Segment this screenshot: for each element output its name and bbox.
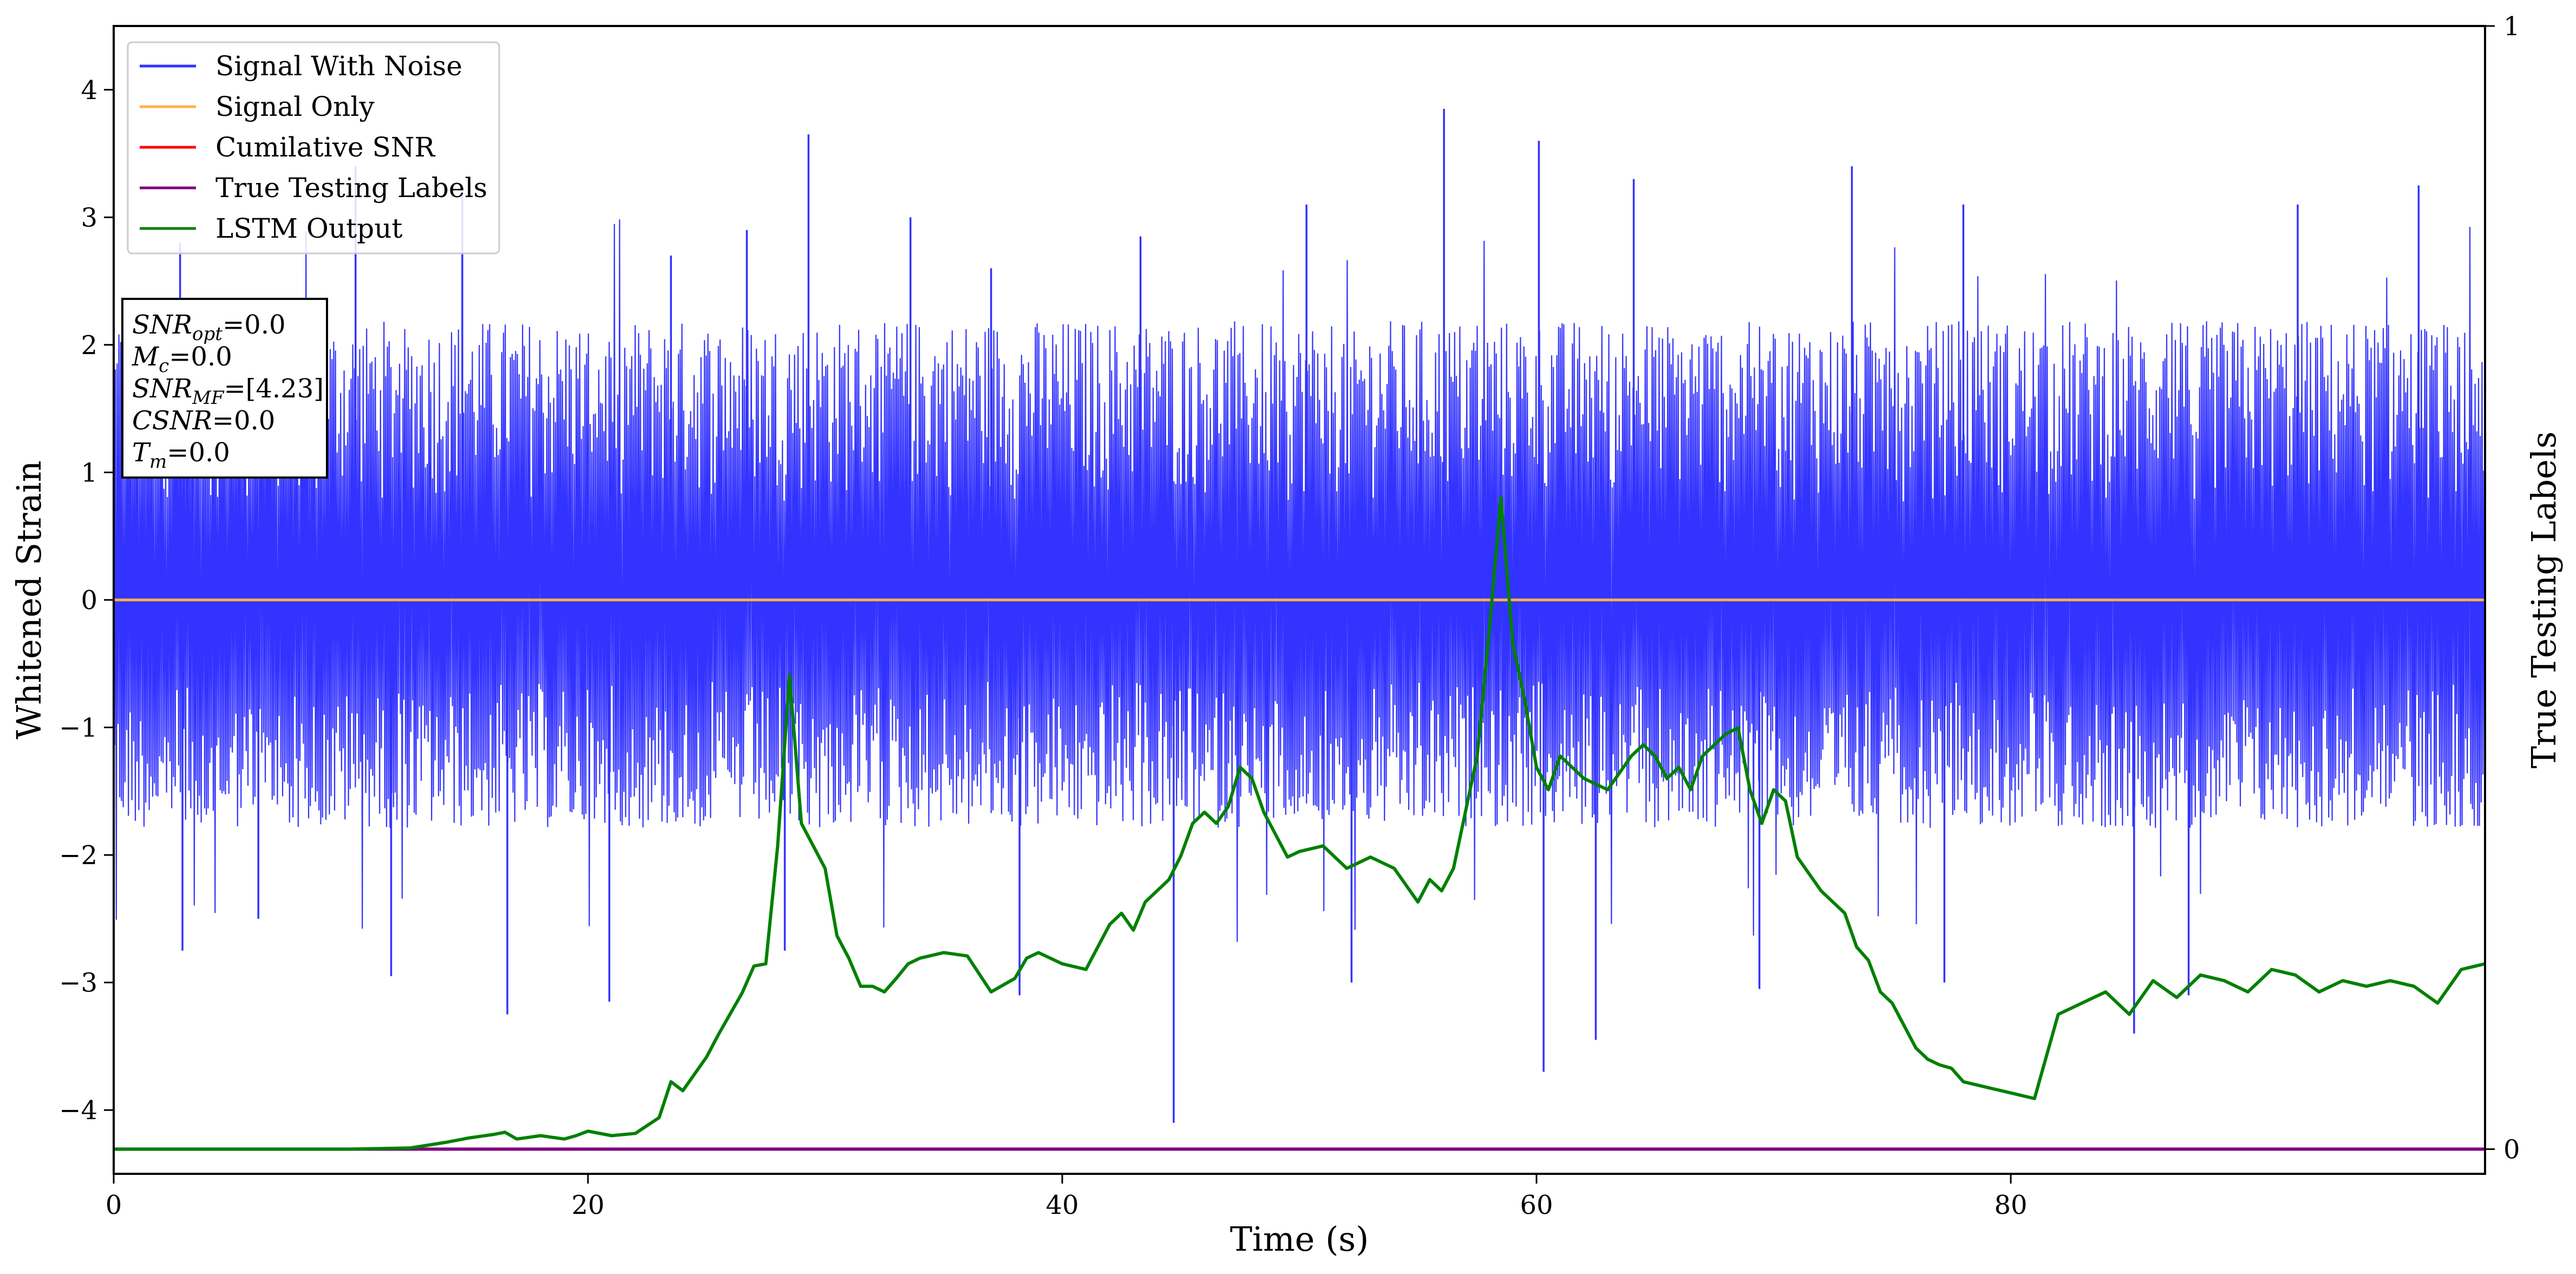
y-tick-label-left-5: 1 [81, 458, 97, 488]
x-axis: 0 20 40 60 80 [106, 1174, 2028, 1220]
y-tick-label-left-3: −1 [59, 713, 97, 743]
legend-label-2: Cumilative SNR [215, 132, 435, 163]
y-tick-label-right-0: 0 [2503, 1134, 2520, 1165]
y-tick-label-left-4: 0 [81, 585, 97, 616]
annotation-line-1: Mc=0.0 [132, 342, 232, 377]
legend-label-1: Signal Only [215, 91, 375, 122]
y-axis-right: 01 [2485, 11, 2520, 1165]
annotation-box [121, 298, 328, 479]
y-tick-label-left-8: 4 [81, 75, 97, 106]
annotation-line-0: SNRopt=0.0 [132, 310, 286, 345]
x-tick-label-3: 60 [1520, 1190, 1553, 1220]
y-tick-label-left-7: 3 [81, 202, 97, 233]
y-axis-left: −4 −3 −2 −1 0 1 2 3 4 [59, 75, 114, 1126]
y-tick-label-right-1: 1 [2503, 11, 2520, 42]
series-lstm-output [114, 496, 2486, 1151]
y-axis-left-title: Whitened Strain [9, 461, 49, 740]
x-axis-title: Time (s) [1230, 1219, 1369, 1259]
x-tick-label-2: 40 [1045, 1190, 1078, 1220]
y-tick-label-left-1: −3 [59, 968, 97, 998]
y-tick-label-left-6: 2 [81, 330, 97, 361]
series-signal-with-noise [113, 219, 2486, 942]
y-tick-label-left-0: −4 [59, 1095, 97, 1126]
legend-box [127, 41, 500, 254]
y-axis-right-title: True Testing Labels [2524, 432, 2564, 769]
plot-area [113, 109, 2486, 1151]
x-tick-label-4: 80 [1994, 1190, 2027, 1220]
annotation-line-3: CSNR=0.0 [132, 406, 275, 436]
snr-annotation-box: SNRopt=0.0Mc=0.0SNRMF=[4.23]CSNR=0.0Tm=0… [121, 298, 328, 479]
legend-label-3: True Testing Labels [215, 172, 487, 204]
x-tick-label-0: 0 [106, 1190, 122, 1220]
legend-label-0: Signal With Noise [215, 50, 462, 82]
legend: Signal With Noise Signal Only Cumilative S… [127, 41, 500, 254]
legend-label-4: LSTM Output [215, 213, 402, 244]
annotation-line-4: Tm=0.0 [132, 437, 230, 473]
x-tick-label-1: 20 [571, 1190, 604, 1220]
annotation-line-2: SNRMF=[4.23] [132, 374, 324, 409]
y-tick-label-left-2: −2 [59, 840, 97, 871]
